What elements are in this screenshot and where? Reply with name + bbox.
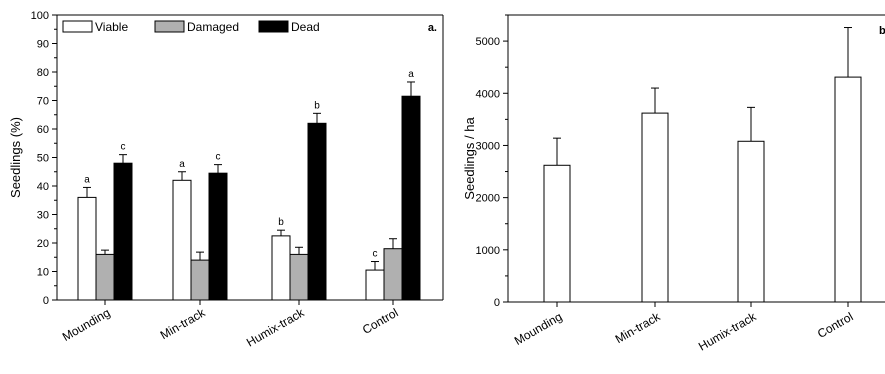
- bar: [834, 76, 862, 303]
- legend-swatch-dead: [258, 20, 289, 33]
- x-category-label: Mounding: [60, 305, 113, 343]
- significance-letter: b: [314, 100, 320, 111]
- x-category-label: Control: [360, 305, 401, 336]
- bar-dead: [208, 172, 228, 301]
- y-tick-label: 1000: [476, 245, 500, 257]
- significance-letter: c: [121, 142, 126, 153]
- y-tick-label: 60: [37, 124, 49, 136]
- bar-viable: [365, 269, 385, 301]
- y-tick-label: 0: [494, 297, 500, 309]
- panel-b: 0 1000 2000 3000 4000 5000 Mounding Min-track Hu…: [462, 14, 885, 354]
- significance-letter: a: [84, 174, 90, 185]
- y-tick-label: 30: [37, 210, 49, 222]
- bar: [543, 164, 571, 303]
- y-tick-label: 90: [37, 39, 49, 51]
- significance-letter: c: [216, 152, 221, 163]
- bar-dead: [113, 162, 133, 301]
- legend-swatch-damaged: [154, 20, 185, 33]
- bar-dead: [401, 95, 421, 301]
- bar-damaged: [95, 253, 115, 301]
- legend-label: Dead: [291, 20, 320, 34]
- y-tick-label: 5000: [476, 36, 500, 48]
- bar-damaged: [289, 253, 309, 301]
- bar-damaged: [190, 259, 210, 301]
- y-tick-label: 80: [37, 67, 49, 79]
- x-category-label: Control: [815, 309, 856, 340]
- significance-letter: a: [408, 69, 414, 80]
- significance-letter: a: [179, 159, 185, 170]
- y-tick-label: 10: [37, 267, 49, 279]
- y-tick-label: 2000: [476, 193, 500, 205]
- x-category-label: Min-track: [158, 305, 209, 342]
- panel-label: b: [879, 25, 885, 37]
- x-category-label: Mounding: [512, 309, 565, 347]
- panel-label: a.: [428, 22, 437, 34]
- y-tick-label: 4000: [476, 88, 500, 100]
- legend-swatch-viable: [62, 20, 93, 33]
- legend-label: Viable: [95, 20, 128, 34]
- y-tick-label: 100: [31, 10, 49, 22]
- y-axis-label: Seedlings / ha: [462, 117, 477, 200]
- bar-viable: [77, 196, 97, 301]
- bar-dead: [307, 122, 327, 301]
- y-axis-label: Seedlings (%): [8, 117, 23, 198]
- y-tick-label: 3000: [476, 140, 500, 152]
- bar: [737, 140, 765, 303]
- y-tick-label: 70: [37, 96, 49, 108]
- bar-viable: [172, 179, 192, 301]
- y-tick-label: 40: [37, 181, 49, 193]
- significance-letter: c: [373, 249, 378, 260]
- y-tick-label: 0: [43, 295, 49, 307]
- bar-viable: [271, 235, 291, 301]
- bar-damaged: [383, 248, 403, 301]
- x-category-label: Humix-track: [244, 305, 307, 350]
- x-category-label: Humix-track: [696, 309, 759, 354]
- y-tick-label: 20: [37, 238, 49, 250]
- significance-letter: b: [278, 217, 284, 228]
- x-category-label: Min-track: [613, 309, 664, 346]
- y-tick-label: 50: [37, 153, 49, 165]
- bar: [641, 112, 669, 303]
- panel-a: 0 10 20 30 40 50 60 70 80 90 100 a c Mounding a c Min-tr…: [8, 10, 444, 350]
- legend-label: Damaged: [187, 20, 239, 34]
